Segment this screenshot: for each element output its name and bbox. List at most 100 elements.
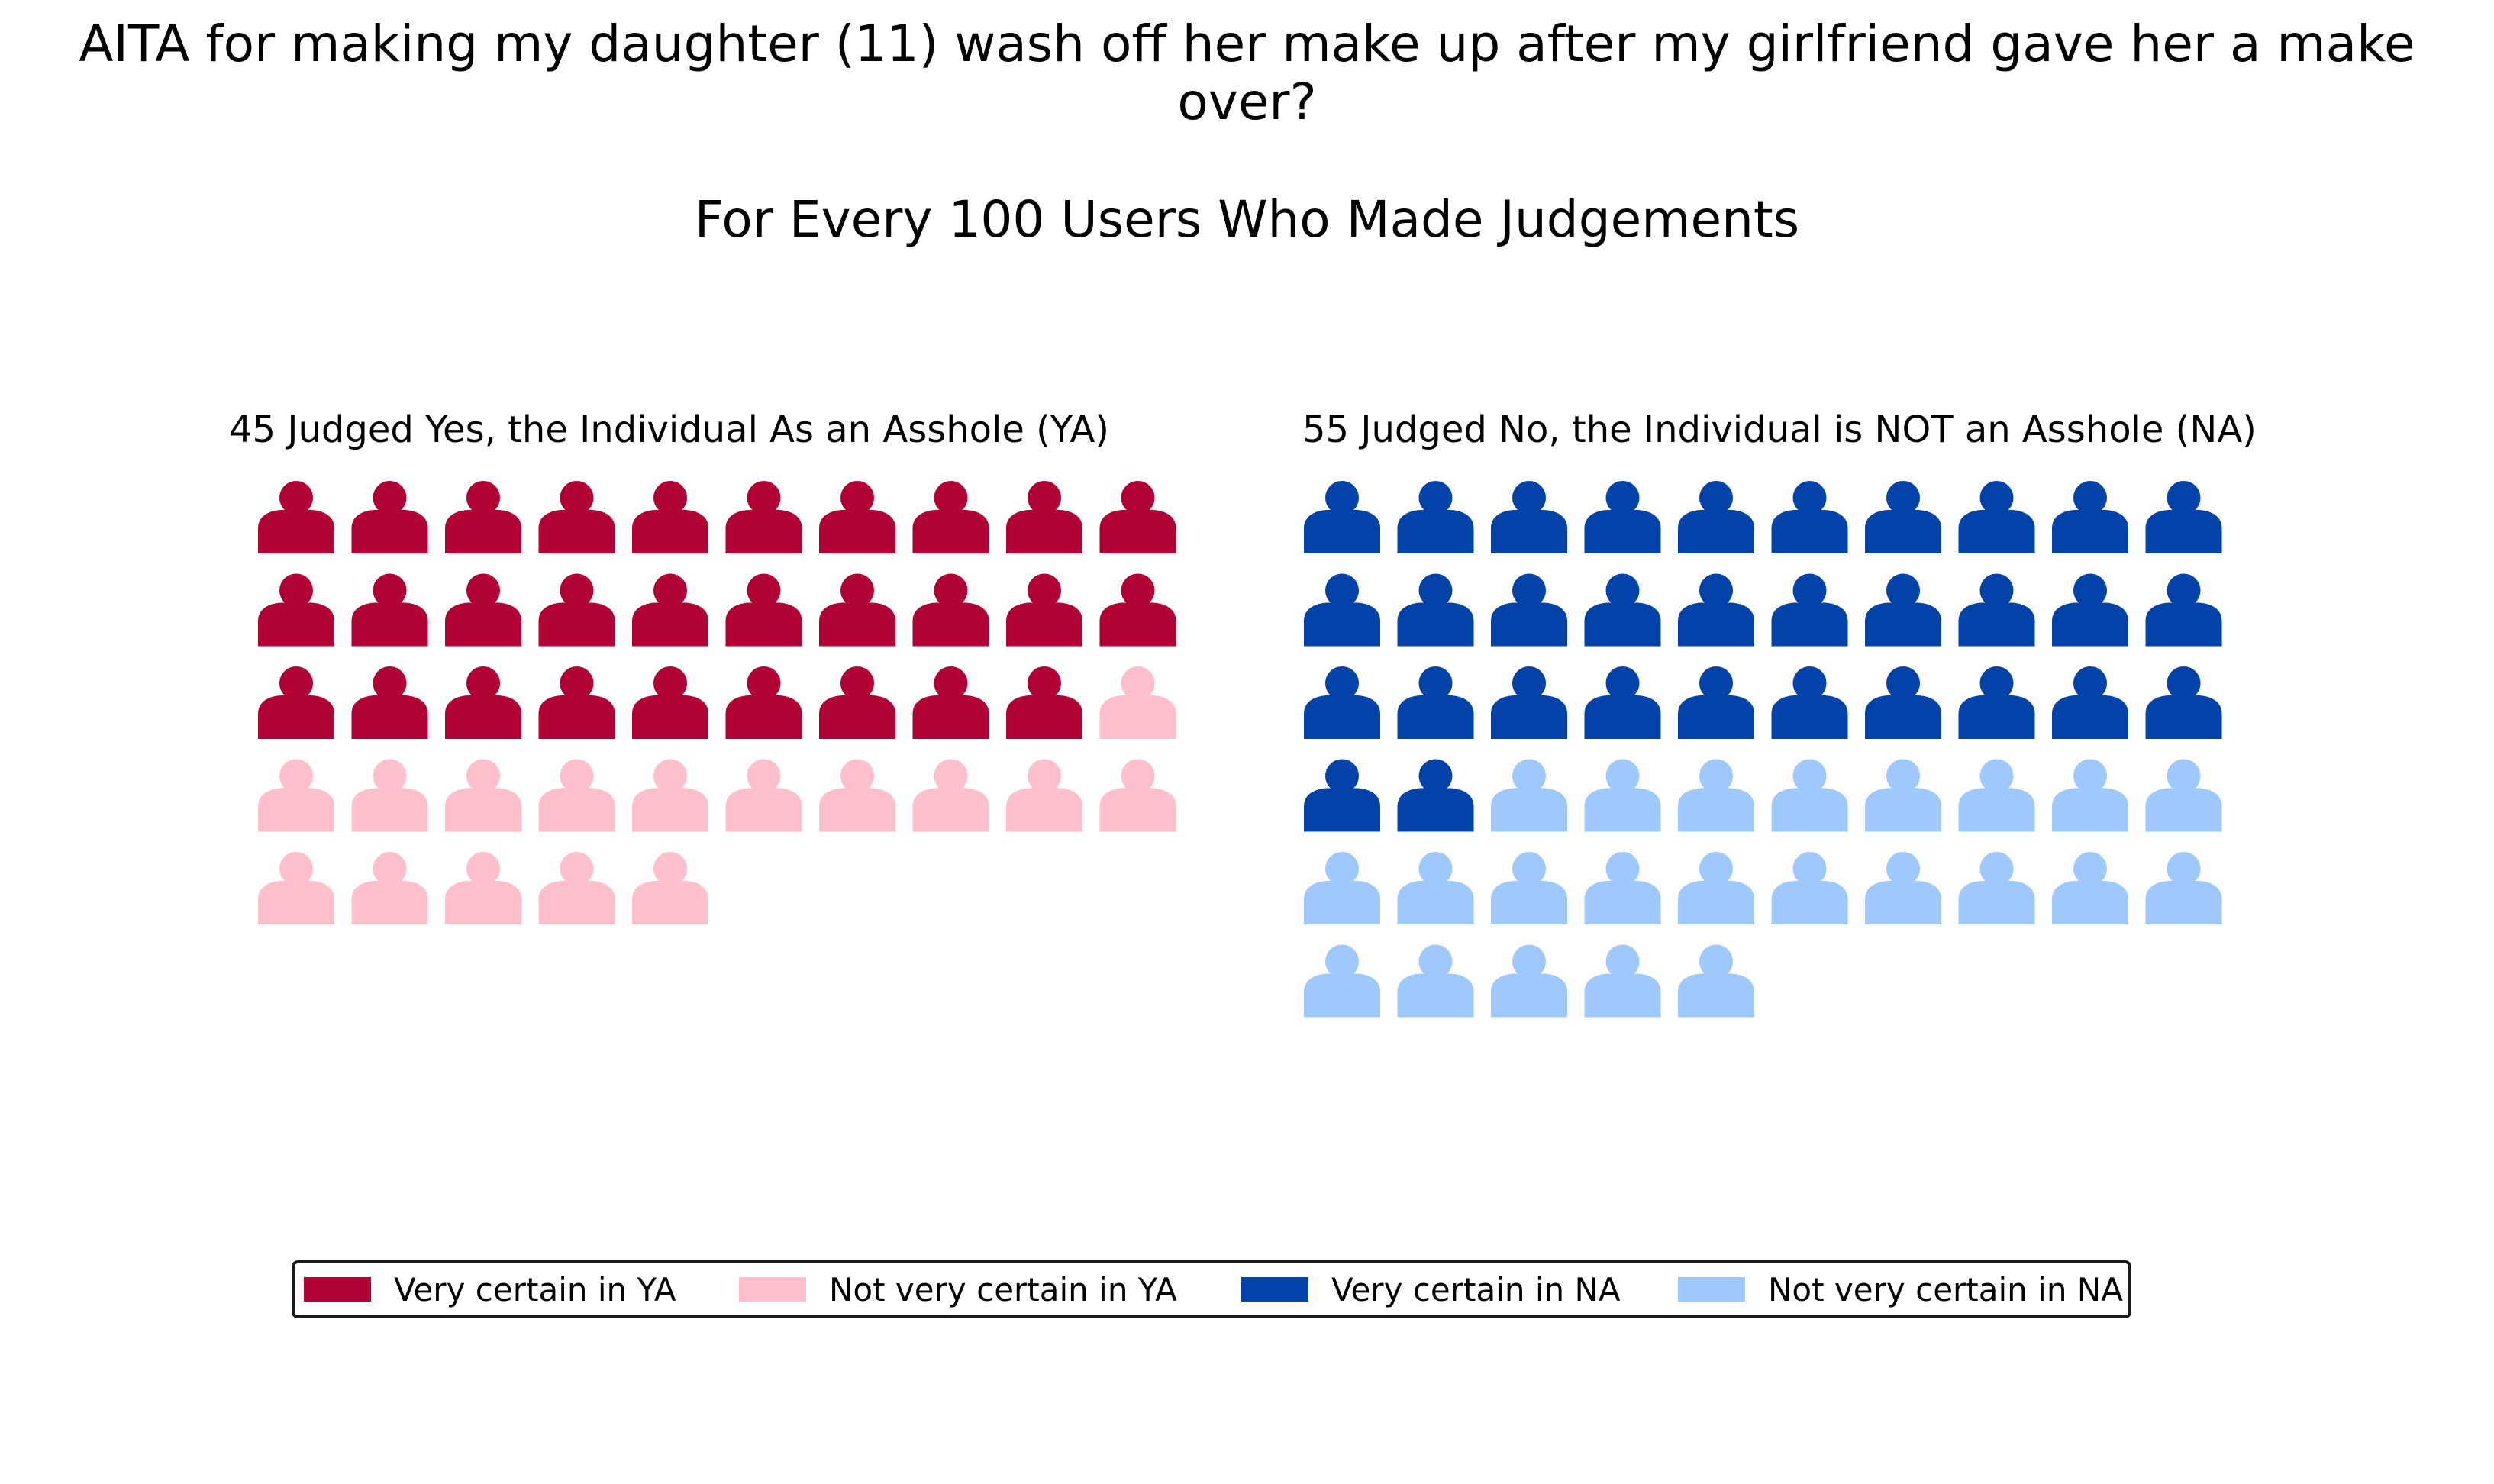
person-icon xyxy=(2052,852,2128,924)
person-icon xyxy=(1584,852,1661,924)
person-icon xyxy=(632,573,708,647)
person-icon-body xyxy=(632,695,708,739)
person-icon-body xyxy=(1099,695,1176,739)
person-icon xyxy=(1006,666,1082,739)
person-icon-body xyxy=(1491,881,1567,924)
person-icon-head xyxy=(466,481,500,515)
person-icon-head xyxy=(840,666,874,700)
person-icon xyxy=(2145,666,2222,739)
person-icon-head xyxy=(1979,666,2014,700)
person-icon-body xyxy=(819,602,895,647)
person-icon-body xyxy=(538,695,615,739)
person-icon xyxy=(2052,666,2128,739)
legend-item-not-very-certain-na: Not very certain in NA xyxy=(1678,1263,2123,1315)
person-icon xyxy=(258,666,334,739)
person-icon-head xyxy=(373,852,407,886)
person-icon-head xyxy=(1699,759,1733,793)
person-icon-body xyxy=(912,510,989,553)
person-icon-body xyxy=(1958,695,2035,739)
person-icon-body xyxy=(1865,881,1941,924)
person-icon-head xyxy=(373,573,407,608)
person-icon-head xyxy=(373,666,407,700)
person-icon xyxy=(912,481,989,553)
person-icon-head xyxy=(2167,759,2201,793)
person-icon xyxy=(445,852,521,924)
person-icon-body xyxy=(1958,602,2035,647)
person-icon-body xyxy=(1491,788,1567,832)
person-icon xyxy=(351,852,428,924)
person-icon xyxy=(1099,573,1176,647)
person-icon xyxy=(1678,759,1754,832)
person-icon xyxy=(445,666,521,739)
legend-item-very-certain-na: Very certain in NA xyxy=(1241,1263,1621,1315)
person-icon-body xyxy=(1304,788,1380,832)
person-icon-body xyxy=(1678,510,1754,553)
person-icon-head xyxy=(1418,573,1453,608)
person-icon xyxy=(1304,852,1380,924)
person-icon xyxy=(819,573,895,647)
person-icon-head xyxy=(1028,481,1061,515)
person-icon xyxy=(725,573,802,647)
person-icon-body xyxy=(632,788,708,832)
person-icon-body xyxy=(725,510,802,553)
person-icon xyxy=(1958,481,2035,553)
person-icon xyxy=(351,573,428,647)
person-icon-head xyxy=(1979,759,2014,793)
person-icon-body xyxy=(1678,881,1754,924)
person-icon xyxy=(538,573,615,647)
person-icon-body xyxy=(2145,602,2222,647)
person-icon xyxy=(1491,666,1567,739)
person-icon xyxy=(1771,759,1848,832)
person-icon-body xyxy=(1099,602,1176,647)
person-icon-body xyxy=(258,695,334,739)
person-icon-body xyxy=(258,788,334,832)
person-icon-body xyxy=(632,602,708,647)
person-icon-head xyxy=(1121,759,1155,793)
person-icon-body xyxy=(1771,881,1848,924)
person-icon-body xyxy=(2145,510,2222,553)
person-icon-body xyxy=(912,695,989,739)
legend-label-not-very-certain-ya: Not very certain in YA xyxy=(829,1270,1177,1308)
person-icon-head xyxy=(1028,666,1061,700)
person-icon-head xyxy=(747,759,781,793)
person-icon xyxy=(1304,481,1380,553)
person-icon-body xyxy=(1678,602,1754,647)
legend-item-not-very-certain-ya: Not very certain in YA xyxy=(739,1263,1177,1315)
person-icon-head xyxy=(1325,759,1359,793)
person-icon-body xyxy=(445,695,521,739)
person-icon-head xyxy=(1886,759,1920,793)
person-icon-head xyxy=(1325,666,1359,700)
person-icon-body xyxy=(1304,510,1380,553)
person-icon-head xyxy=(1699,666,1733,700)
person-icon-head xyxy=(279,573,313,608)
person-icon-head xyxy=(560,666,594,700)
person-icon xyxy=(1397,666,1474,739)
person-icon-head xyxy=(1886,852,1920,886)
person-icon-body xyxy=(1678,973,1754,1018)
person-icon-head xyxy=(373,481,407,515)
person-icon-head xyxy=(1418,944,1453,979)
person-icon-head xyxy=(1605,852,1640,886)
person-icon xyxy=(1584,944,1661,1018)
person-icon-head xyxy=(1979,481,2014,515)
person-icon xyxy=(632,759,708,832)
legend-swatch-very-certain-na xyxy=(1241,1277,1308,1302)
person-icon xyxy=(1865,666,1941,739)
person-icon xyxy=(351,666,428,739)
person-icon-head xyxy=(1418,852,1453,886)
person-icon xyxy=(538,666,615,739)
person-icon-head xyxy=(1792,573,1827,608)
person-icon xyxy=(1678,666,1754,739)
person-icon-head xyxy=(560,481,594,515)
person-icon-head xyxy=(840,573,874,608)
person-icon xyxy=(2145,759,2222,832)
person-icon xyxy=(258,852,334,924)
person-icon-body xyxy=(1491,973,1567,1018)
person-icon-head xyxy=(1325,852,1359,886)
person-icon-head xyxy=(653,573,687,608)
person-icon-head xyxy=(466,852,500,886)
person-icon-body xyxy=(1491,695,1567,739)
chart-title-line-1: AITA for making my daughter (11) wash of… xyxy=(79,15,2415,73)
person-icon-head xyxy=(653,759,687,793)
person-icon-head xyxy=(1028,759,1061,793)
